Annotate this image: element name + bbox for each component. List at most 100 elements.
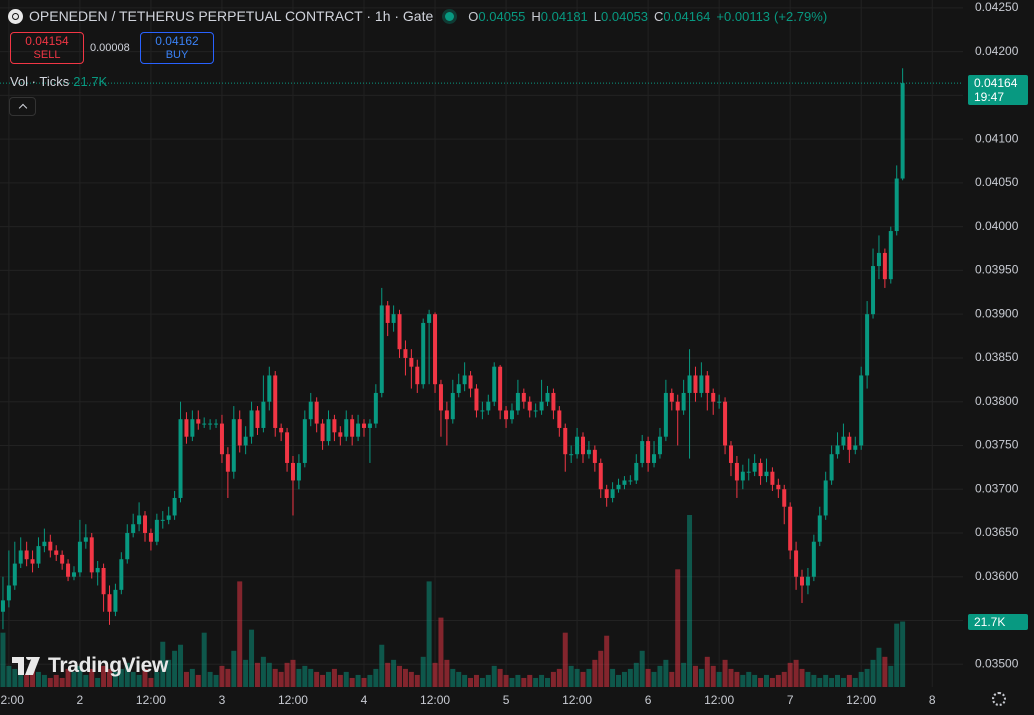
candle-body: [900, 83, 905, 179]
candle-body: [486, 401, 491, 411]
volume-bar: [367, 674, 373, 687]
volume-bar: [805, 671, 811, 687]
volume-bar: [420, 656, 426, 687]
candle-body: [835, 445, 840, 455]
candle-body: [219, 423, 224, 455]
volume-bar: [479, 677, 485, 687]
candle-body: [663, 392, 668, 437]
volume-bar: [900, 621, 906, 687]
candle-body: [551, 392, 556, 411]
volume-bar: [710, 665, 716, 687]
candle-body: [504, 410, 509, 420]
candle-body: [344, 419, 349, 437]
volume-bar: [254, 662, 260, 687]
candle-body: [367, 423, 372, 428]
y-tick-label: 0.04250: [975, 0, 1019, 14]
volume-bar: [148, 677, 154, 687]
candle-body: [764, 471, 769, 477]
volume-bar: [681, 662, 687, 687]
candle-body: [634, 462, 639, 481]
volume-bar: [35, 671, 41, 687]
x-tick-label: 12:00: [704, 693, 734, 707]
candle-body: [131, 524, 136, 533]
volume-bar: [290, 659, 296, 687]
candle-body: [865, 314, 870, 376]
volume-bar: [30, 668, 36, 687]
candle-body: [332, 419, 337, 433]
candle-body: [137, 515, 142, 525]
change-value: +0.00113: [716, 8, 771, 24]
candle-body: [255, 410, 260, 428]
x-tick-label: 12:00: [136, 693, 166, 707]
volume-bar: [284, 662, 290, 687]
candle-body: [711, 392, 716, 402]
volume-bar: [95, 677, 101, 687]
candle-body: [273, 375, 278, 428]
candle-body: [687, 375, 692, 393]
y-tick-label: 0.03650: [975, 525, 1019, 539]
candle-body: [604, 489, 609, 498]
volume-bar: [207, 671, 213, 687]
candle-body: [450, 392, 455, 420]
volume-bar: [473, 674, 479, 687]
candle-body: [675, 401, 680, 411]
volume-bar: [47, 677, 53, 687]
candle-body: [882, 252, 887, 280]
candle-body: [237, 419, 242, 446]
candle-body: [285, 432, 290, 463]
candle-body: [356, 423, 361, 437]
candle-body: [545, 392, 550, 402]
volume-bar: [491, 665, 497, 687]
candle-body: [77, 541, 82, 573]
candle-body: [113, 589, 118, 612]
candle-body: [740, 471, 745, 481]
volume-bar: [888, 665, 894, 687]
volume-bar: [669, 671, 675, 687]
volume-bar: [604, 635, 610, 687]
candle-body: [290, 462, 295, 481]
candle-body: [492, 366, 497, 402]
spread: 0.00008: [90, 42, 130, 54]
x-tick-label: 5: [503, 693, 510, 707]
volume-bar: [793, 659, 799, 687]
candle-body: [480, 410, 485, 412]
collapse-button[interactable]: [9, 97, 36, 116]
candle-body: [823, 480, 828, 516]
status-dot: [445, 11, 455, 21]
candle-body: [628, 480, 633, 482]
candle-body: [894, 178, 899, 232]
volume-bar: [562, 632, 568, 687]
candle-body: [397, 314, 402, 350]
last-volume: 21.7K: [974, 614, 1006, 629]
volume-bar: [657, 665, 663, 687]
candle-body: [640, 441, 645, 463]
volume-bar: [154, 671, 160, 687]
volume-bar: [349, 677, 355, 687]
high-label: H: [531, 8, 541, 24]
candle-body: [770, 471, 775, 485]
candle-body: [782, 489, 787, 507]
candle-body: [24, 550, 29, 560]
candle-body: [652, 454, 657, 463]
volume-bar: [195, 674, 201, 687]
volume-bar: [450, 668, 456, 687]
candle-body: [320, 423, 325, 442]
settings-button[interactable]: [992, 692, 1006, 706]
volume-bar: [610, 668, 616, 687]
buy-button[interactable]: 0.04162 BUY: [140, 32, 214, 64]
candle-body: [563, 427, 568, 455]
candle-body: [788, 506, 793, 551]
candle-body: [776, 484, 781, 490]
candle-body: [474, 388, 479, 411]
volume-bar: [189, 668, 195, 687]
volume-bar: [858, 671, 864, 687]
close-value: 0.04164: [663, 8, 711, 24]
candle-body: [30, 559, 35, 564]
sell-button[interactable]: 0.04154 SELL: [10, 32, 84, 64]
last-volume-badge: 21.7K: [968, 613, 1028, 630]
candle-body: [214, 423, 219, 425]
volume-bar: [266, 662, 272, 687]
x-tick-label: 12:00: [0, 693, 24, 707]
y-tick-label: 0.03500: [975, 656, 1019, 670]
candle-body: [598, 462, 603, 490]
